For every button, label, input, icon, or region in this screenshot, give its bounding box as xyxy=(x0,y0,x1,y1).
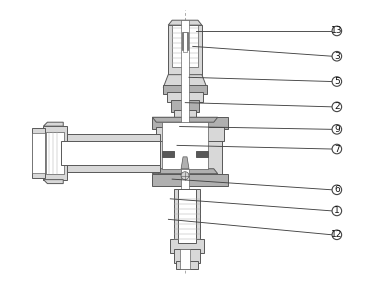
Circle shape xyxy=(332,144,342,154)
Polygon shape xyxy=(152,169,218,174)
Polygon shape xyxy=(43,179,63,183)
Polygon shape xyxy=(196,151,208,157)
Polygon shape xyxy=(43,122,63,126)
Circle shape xyxy=(332,77,342,86)
Bar xyxy=(61,134,160,172)
Bar xyxy=(61,141,160,165)
Polygon shape xyxy=(181,157,189,169)
Text: 7: 7 xyxy=(334,145,340,154)
Bar xyxy=(152,117,228,129)
Bar xyxy=(172,25,198,67)
Circle shape xyxy=(332,51,342,61)
Bar xyxy=(168,25,202,75)
Text: 5: 5 xyxy=(334,77,340,86)
Bar xyxy=(46,132,64,174)
Bar xyxy=(156,127,224,141)
Bar xyxy=(158,119,222,179)
Circle shape xyxy=(332,230,342,240)
Polygon shape xyxy=(162,151,174,157)
Circle shape xyxy=(332,26,342,36)
Bar xyxy=(176,261,198,269)
Text: 12: 12 xyxy=(331,230,342,239)
Bar xyxy=(182,32,188,50)
Circle shape xyxy=(332,206,342,216)
Bar xyxy=(181,20,189,193)
Text: 13: 13 xyxy=(331,26,342,36)
Bar xyxy=(183,32,187,52)
Circle shape xyxy=(332,102,342,112)
Text: 2: 2 xyxy=(334,102,340,111)
Bar xyxy=(163,85,207,95)
Polygon shape xyxy=(168,20,202,25)
Circle shape xyxy=(332,125,342,134)
Bar xyxy=(174,110,196,122)
Text: 3: 3 xyxy=(334,52,340,61)
Bar xyxy=(174,189,200,243)
Bar xyxy=(167,93,203,103)
Polygon shape xyxy=(163,75,207,87)
Polygon shape xyxy=(152,117,218,122)
Bar xyxy=(180,249,190,269)
Text: 6: 6 xyxy=(334,185,340,194)
Text: 9: 9 xyxy=(334,125,340,134)
Bar xyxy=(171,101,199,112)
Bar xyxy=(162,122,208,169)
Bar xyxy=(152,174,228,185)
Circle shape xyxy=(332,185,342,195)
Bar xyxy=(31,128,45,178)
Text: 1: 1 xyxy=(334,206,340,215)
Bar xyxy=(43,126,67,179)
Bar xyxy=(170,239,204,253)
Bar xyxy=(174,249,200,263)
Bar xyxy=(31,133,45,173)
Circle shape xyxy=(181,172,189,179)
Bar xyxy=(178,189,196,243)
